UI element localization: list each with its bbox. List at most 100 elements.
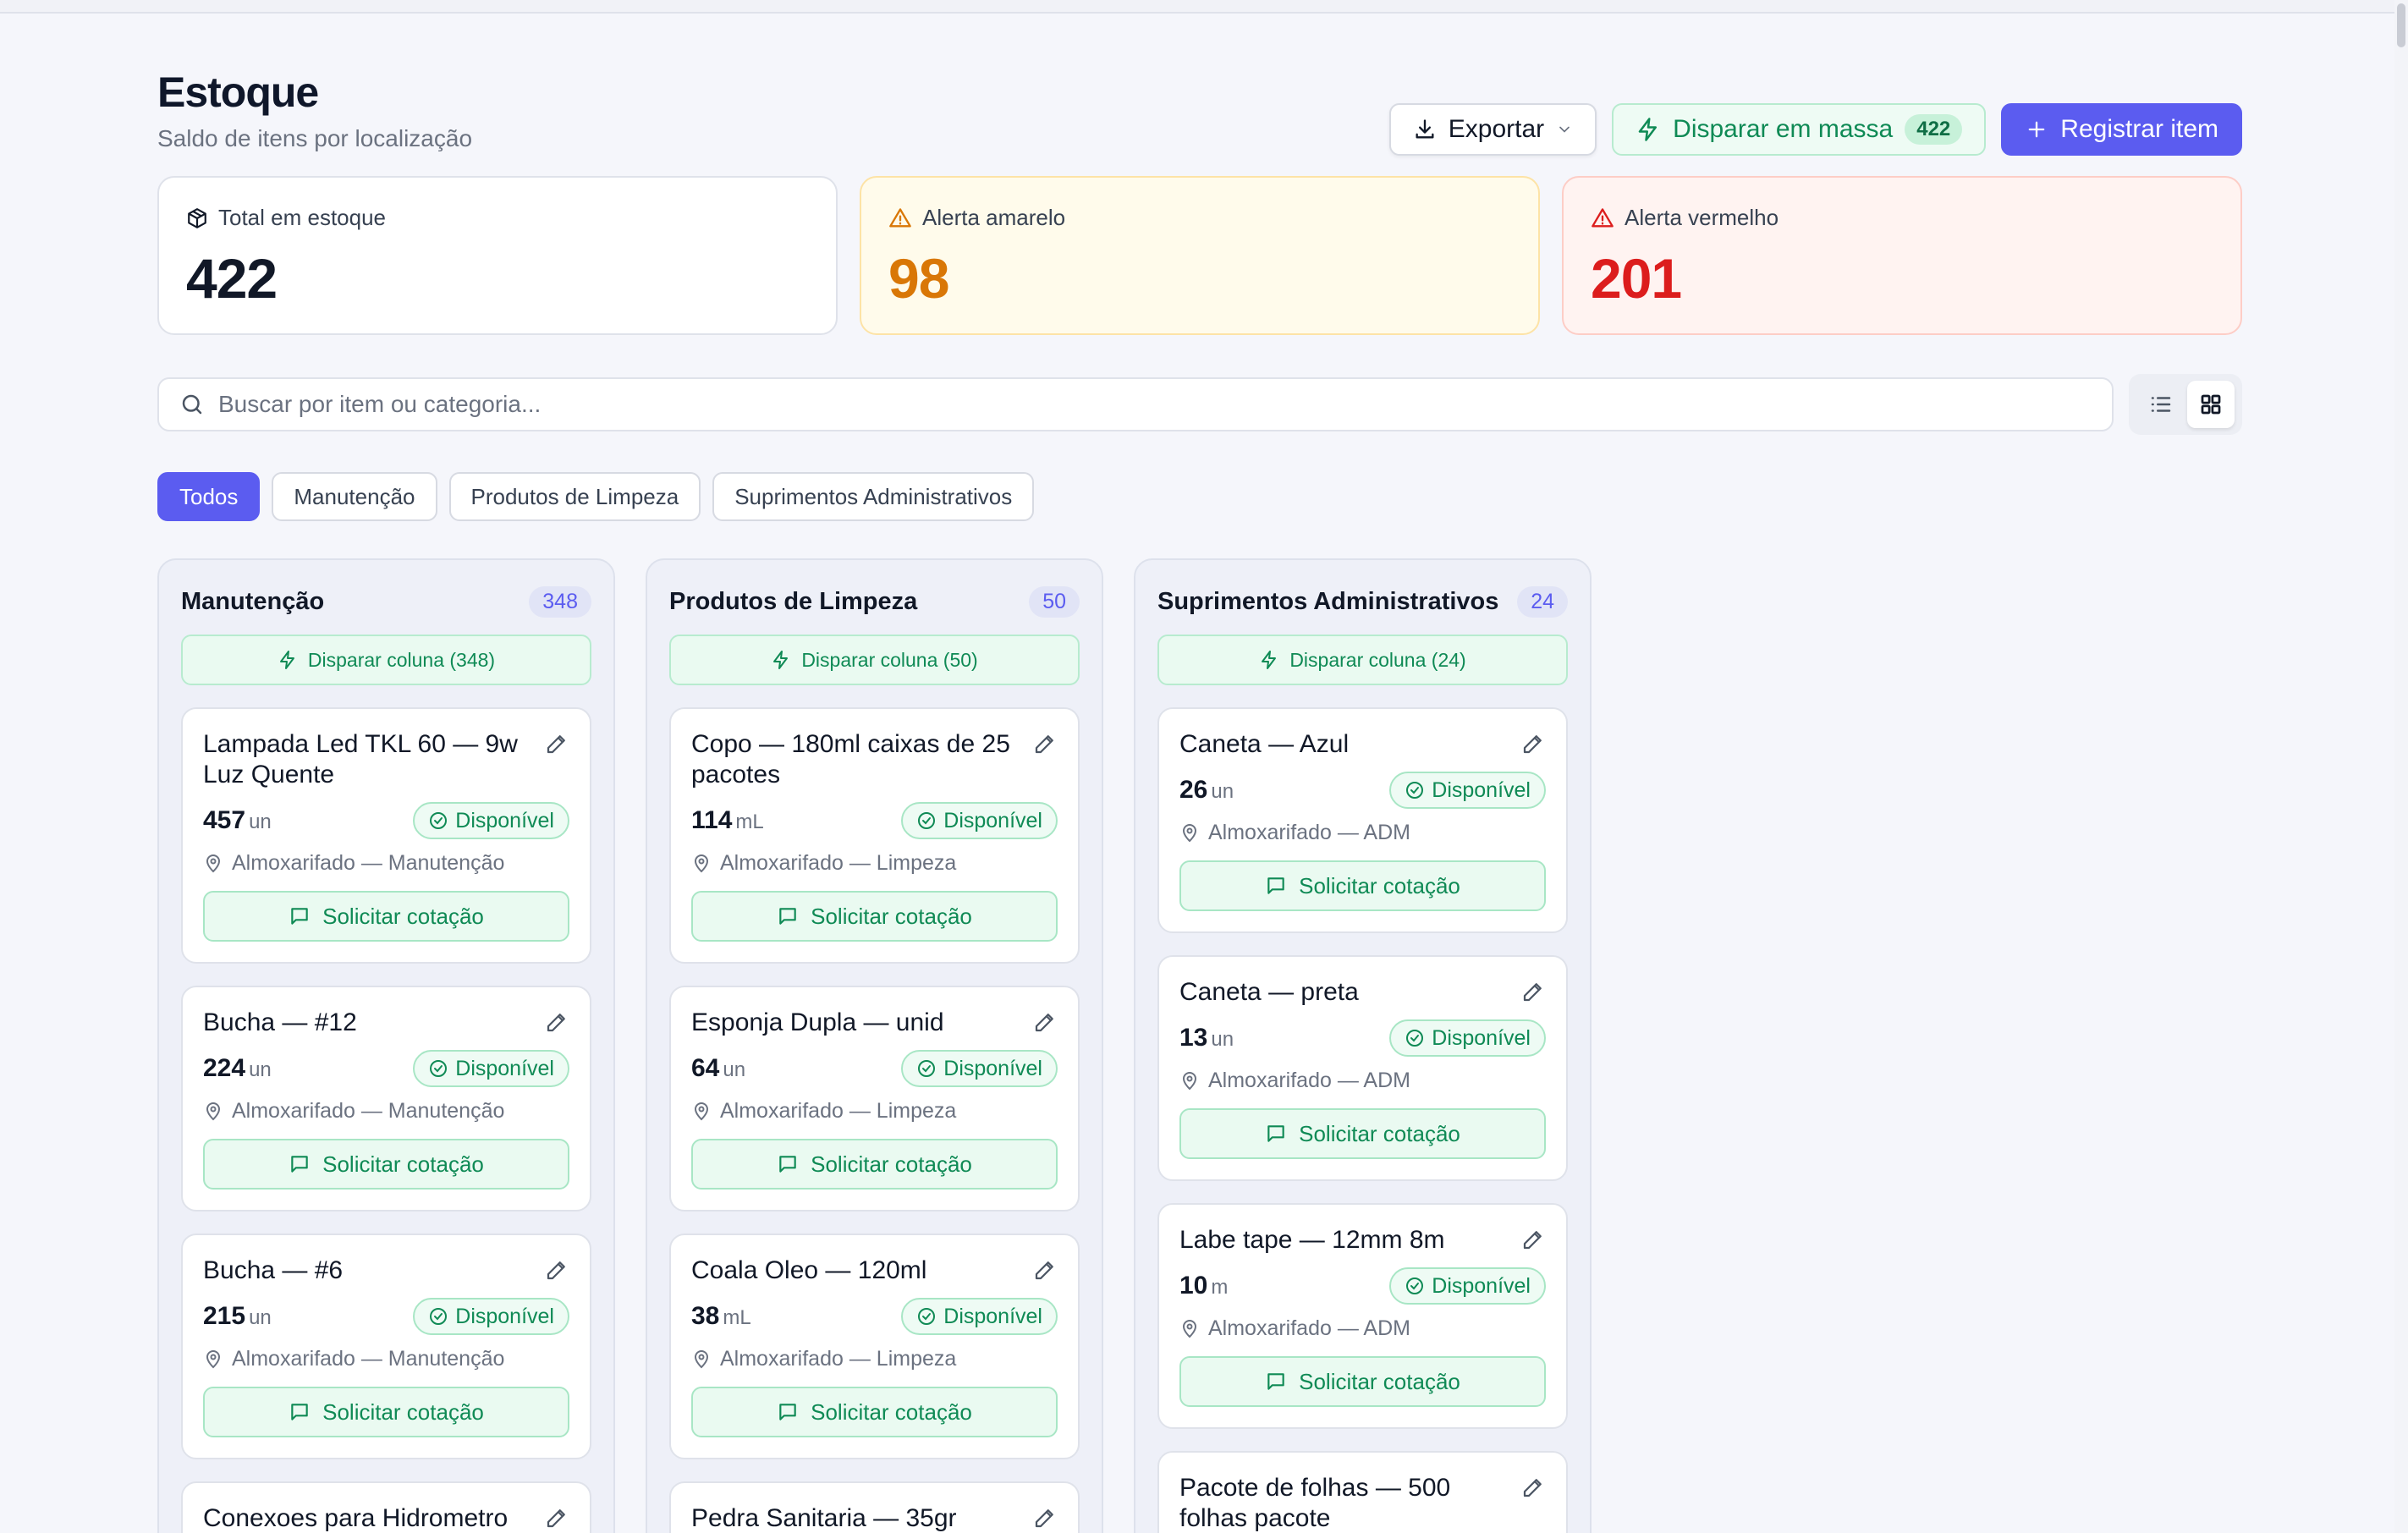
message-icon bbox=[291, 908, 308, 925]
page-header: Estoque Saldo de itens por localização E… bbox=[157, 68, 2242, 173]
edit-icon[interactable] bbox=[544, 1009, 569, 1035]
dispatch-column-button[interactable]: Disparar coluna (24) bbox=[1157, 635, 1568, 685]
item-card[interactable]: Coala Oleo — 120ml 38 mL Disponível Almox… bbox=[669, 1234, 1080, 1459]
check-circle-icon bbox=[1406, 1278, 1424, 1294]
location-label: Almoxarifado — ADM bbox=[1208, 1316, 1410, 1340]
stat-yellow-label: Alerta amarelo bbox=[922, 205, 1066, 230]
mass-dispatch-label: Disparar em massa bbox=[1673, 115, 1894, 143]
column-header: Suprimentos Administrativos 24 bbox=[1157, 579, 1568, 624]
search-icon bbox=[182, 394, 202, 415]
message-icon bbox=[1267, 1373, 1284, 1390]
column-title: Suprimentos Administrativos bbox=[1157, 587, 1499, 615]
dispatch-column-button[interactable]: Disparar coluna (50) bbox=[669, 635, 1080, 685]
request-quote-label: Solicitar cotação bbox=[1299, 872, 1460, 898]
request-quote-button[interactable]: Solicitar cotação bbox=[203, 891, 569, 942]
item-card[interactable]: Bucha — #6 215 un Disponível Almoxarifado… bbox=[181, 1234, 591, 1459]
edit-icon[interactable] bbox=[1520, 1475, 1546, 1500]
item-card[interactable]: Bucha — #12 224 un Disponível Almoxarifad… bbox=[181, 986, 591, 1212]
export-button[interactable]: Exportar bbox=[1388, 103, 1597, 156]
item-card[interactable]: Labe tape — 12mm 8m 10 m Disponível Almox… bbox=[1157, 1203, 1568, 1429]
check-circle-icon bbox=[430, 1060, 448, 1077]
dispatch-column-label: Disparar coluna (348) bbox=[307, 648, 496, 671]
request-quote-button[interactable]: Solicitar cotação bbox=[1179, 1108, 1546, 1159]
status-badge: Disponível bbox=[413, 802, 569, 839]
item-card[interactable]: Esponja Dupla — unid 64 un Disponível Alm… bbox=[669, 986, 1080, 1212]
list-view-button[interactable] bbox=[2137, 381, 2185, 428]
request-quote-button[interactable]: Solicitar cotação bbox=[203, 1387, 569, 1437]
item-card[interactable]: Caneta — preta 13 un Disponível Almoxarif… bbox=[1157, 955, 1568, 1181]
item-quantity-value: 224 bbox=[203, 1054, 246, 1082]
edit-icon[interactable] bbox=[1032, 1505, 1058, 1530]
item-unit: un bbox=[249, 810, 272, 833]
item-card[interactable]: Lampada Led TKL 60 — 9w Luz Quente 457 un… bbox=[181, 707, 591, 964]
item-quantity: 38 mL bbox=[691, 1302, 751, 1331]
stat-yellow-alert: Alerta amarelo 98 bbox=[860, 176, 1540, 335]
edit-icon[interactable] bbox=[1032, 1257, 1058, 1283]
edit-icon[interactable] bbox=[1520, 731, 1546, 756]
status-badge: Disponível bbox=[901, 802, 1058, 839]
request-quote-button[interactable]: Solicitar cotação bbox=[691, 891, 1058, 942]
scrollbar-thumb[interactable] bbox=[2397, 3, 2405, 47]
search-input[interactable] bbox=[218, 391, 2092, 418]
item-name: Bucha — #12 bbox=[203, 1008, 357, 1036]
request-quote-button[interactable]: Solicitar cotação bbox=[691, 1387, 1058, 1437]
check-circle-icon bbox=[430, 1308, 448, 1325]
item-quantity: 215 un bbox=[203, 1302, 272, 1331]
edit-icon[interactable] bbox=[1032, 731, 1058, 756]
edit-icon[interactable] bbox=[544, 1257, 569, 1283]
check-circle-icon bbox=[430, 812, 448, 829]
item-name: Pedra Sanitaria — 35gr bbox=[691, 1504, 957, 1532]
search-box[interactable] bbox=[157, 377, 2114, 431]
location-pin-icon bbox=[694, 1349, 709, 1368]
lightning-icon bbox=[773, 651, 789, 669]
item-unit: un bbox=[249, 1058, 272, 1081]
item-quantity-value: 26 bbox=[1179, 776, 1208, 804]
export-label: Exportar bbox=[1448, 115, 1545, 143]
item-card[interactable]: Pacote de folhas — 500 folhas pacote bbox=[1157, 1451, 1568, 1533]
mass-dispatch-button[interactable]: Disparar em massa 422 bbox=[1612, 103, 1987, 156]
item-name: Conexoes para Hidrometro bbox=[203, 1504, 509, 1532]
message-icon bbox=[291, 1156, 308, 1173]
item-card[interactable]: Pedra Sanitaria — 35gr bbox=[669, 1481, 1080, 1533]
request-quote-button[interactable]: Solicitar cotação bbox=[1179, 1356, 1546, 1407]
page-scrollbar[interactable] bbox=[2394, 0, 2408, 1533]
request-quote-label: Solicitar cotação bbox=[811, 1398, 972, 1425]
edit-icon[interactable] bbox=[1520, 979, 1546, 1004]
location-label: Almoxarifado — ADM bbox=[1208, 821, 1410, 844]
filter-all[interactable]: Todos bbox=[157, 472, 261, 521]
request-quote-label: Solicitar cotação bbox=[811, 1151, 972, 1177]
check-circle-icon bbox=[918, 1308, 936, 1325]
edit-icon[interactable] bbox=[544, 731, 569, 756]
plus-icon bbox=[2028, 121, 2045, 138]
dispatch-column-button[interactable]: Disparar coluna (348) bbox=[181, 635, 591, 685]
register-item-button[interactable]: Registrar item bbox=[2001, 103, 2242, 156]
download-icon bbox=[1416, 119, 1434, 139]
edit-icon[interactable] bbox=[1032, 1009, 1058, 1035]
request-quote-button[interactable]: Solicitar cotação bbox=[1179, 860, 1546, 911]
request-quote-button[interactable]: Solicitar cotação bbox=[691, 1139, 1058, 1190]
filter-admin-supplies[interactable]: Suprimentos Administrativos bbox=[712, 472, 1035, 521]
filter-cleaning[interactable]: Produtos de Limpeza bbox=[448, 472, 701, 521]
request-quote-label: Solicitar cotação bbox=[1299, 1368, 1460, 1394]
item-location: Almoxarifado — Manutenção bbox=[203, 1347, 569, 1371]
item-location: Almoxarifado — Limpeza bbox=[691, 851, 1058, 876]
item-card[interactable]: Conexoes para Hidrometro bbox=[181, 1481, 591, 1533]
request-quote-label: Solicitar cotação bbox=[811, 903, 972, 929]
item-card[interactable]: Copo — 180ml caixas de 25 pacotes 114 mL … bbox=[669, 707, 1080, 964]
stat-red-label: Alerta vermelho bbox=[1625, 205, 1779, 230]
message-icon bbox=[779, 1404, 796, 1420]
column-title: Produtos de Limpeza bbox=[669, 587, 918, 615]
edit-icon[interactable] bbox=[544, 1505, 569, 1530]
item-card[interactable]: Caneta — Azul 26 un Disponível Almoxarifa… bbox=[1157, 707, 1568, 933]
location-pin-icon bbox=[206, 1102, 221, 1120]
item-location: Almoxarifado — Manutenção bbox=[203, 851, 569, 876]
edit-icon[interactable] bbox=[1520, 1227, 1546, 1252]
filter-maintenance[interactable]: Manutenção bbox=[272, 472, 437, 521]
item-unit: mL bbox=[735, 810, 764, 833]
lightning-icon bbox=[1638, 118, 1658, 141]
request-quote-button[interactable]: Solicitar cotação bbox=[203, 1139, 569, 1190]
register-item-label: Registrar item bbox=[2060, 115, 2218, 143]
message-icon bbox=[779, 1156, 796, 1173]
grid-view-button[interactable] bbox=[2186, 381, 2235, 428]
message-icon bbox=[1267, 1125, 1284, 1142]
